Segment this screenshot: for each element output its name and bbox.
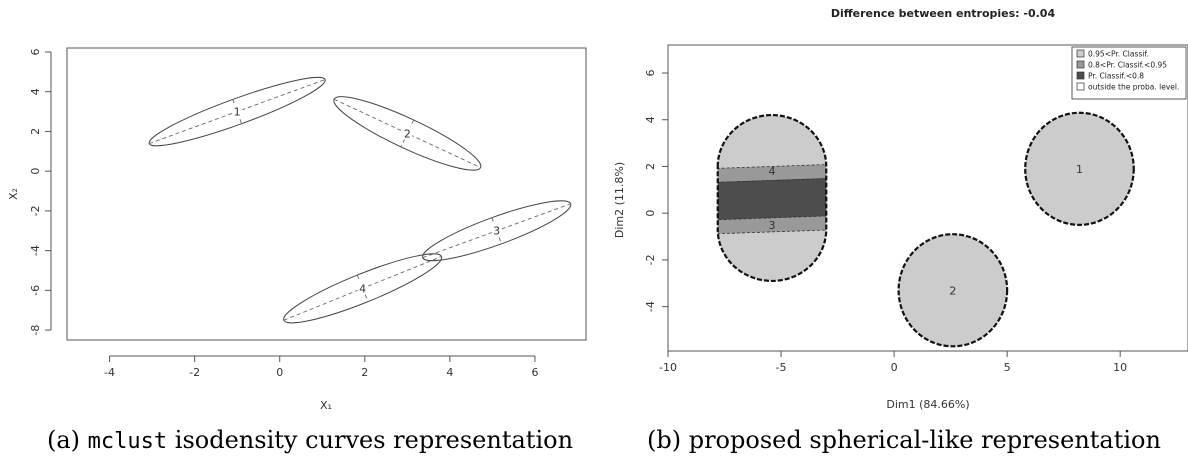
panel-a-y-tick-label: -2 xyxy=(29,205,42,216)
panel-a-plot-frame xyxy=(66,47,587,341)
panel-a-ellipse-label: 1 xyxy=(234,106,241,119)
legend-label: outside the proba. level. xyxy=(1088,83,1179,92)
panel-b-x-axis: -10 -5 0 5 10 xyxy=(659,351,1127,374)
panel-b-x-tick-label: -5 xyxy=(776,361,787,374)
panel-b-y-tick-label: 4 xyxy=(644,116,657,123)
legend-swatch xyxy=(1076,71,1085,80)
panel-a-x-tick-label: 6 xyxy=(531,366,538,379)
panel-b-x-label: Dim1 (84.66%) xyxy=(886,398,969,411)
panel-b-y-tick-label: -4 xyxy=(644,301,657,312)
cluster-circle xyxy=(897,233,1009,348)
legend-entry: 0.8<Pr. Classif.<0.95 xyxy=(1076,60,1167,70)
panel-a-y-tick-label: -8 xyxy=(29,325,42,336)
caption-a-prefix: (a) xyxy=(47,426,88,454)
legend-swatch xyxy=(1076,82,1085,91)
merged-cluster-bands xyxy=(717,163,827,235)
cluster-circle xyxy=(1024,111,1135,226)
legend-label: Pr. Classif.<0.8 xyxy=(1088,72,1144,81)
legend-swatch xyxy=(1076,49,1085,58)
panel-b-title: Difference between entropies: -0.04 xyxy=(831,7,1056,20)
legend-label: 0.95<Pr. Classif. xyxy=(1088,50,1149,59)
panel-a-x-tick-label: -4 xyxy=(104,366,115,379)
panel-a-y-tick-label: 6 xyxy=(29,48,42,55)
caption-a: (a) mclust isodensity curves representat… xyxy=(47,426,573,454)
panel-b-y-tick-label: 2 xyxy=(644,163,657,170)
panel-b-cluster-label: 4 xyxy=(769,165,776,178)
merged-cluster-outline xyxy=(716,113,828,283)
legend-entry: 0.95<Pr. Classif. xyxy=(1076,49,1149,59)
legend-entry: outside the proba. level. xyxy=(1076,82,1179,92)
panel-b-legend: 0.95<Pr. Classif. 0.8<Pr. Classif.<0.95 Pr… xyxy=(1071,46,1187,100)
panel-a-y-tick-label: -4 xyxy=(29,245,42,256)
panel-a-ellipses: 1 2 3 4 xyxy=(148,76,572,324)
panel-b-y-axis: -4 -2 0 2 4 6 xyxy=(644,70,668,312)
panel-a-y-axis: -8 -6 -4 -2 0 2 4 6 xyxy=(29,48,52,336)
panel-a-y-label: X₂ xyxy=(7,188,20,200)
panel-b-cluster-label: 1 xyxy=(1076,163,1083,176)
panel-b-y-label: Dim2 (11.8%) xyxy=(613,162,626,238)
classification-band xyxy=(717,177,827,221)
panel-a-x-axis: -4 -2 0 2 4 6 xyxy=(104,355,538,379)
ellipse-label-bg xyxy=(491,223,502,237)
panel-b-x-tick-label: 10 xyxy=(1113,361,1127,374)
panel-b-cluster-label: 3 xyxy=(769,219,776,232)
panel-b-y-tick-label: 0 xyxy=(644,210,657,217)
legend-label: 0.8<Pr. Classif.<0.95 xyxy=(1088,61,1167,70)
legend-box xyxy=(1071,46,1187,100)
ellipse-minor-axis xyxy=(232,99,243,124)
panel-a-ellipse-label: 3 xyxy=(493,225,500,238)
panel-a-chart: -4 -2 0 2 4 6 -8 -6 -4 -2 0 2 4 6 1 2 3 4 X₁ X₂ xyxy=(7,47,587,412)
classification-band xyxy=(717,214,827,235)
panel-a-y-tick-label: -6 xyxy=(29,285,42,296)
panel-b-x-tick-label: 0 xyxy=(891,361,898,374)
panel-a-y-tick-label: 2 xyxy=(29,128,42,135)
ellipse-minor-axis xyxy=(491,217,502,244)
panel-a-x-tick-label: 4 xyxy=(446,366,453,379)
panel-b-merged-cluster: 43 xyxy=(716,113,828,283)
ellipse-label-bg xyxy=(232,104,243,118)
caption-a-text: isodensity curves representation xyxy=(167,426,574,454)
panel-b-cluster-label: 2 xyxy=(949,284,956,297)
panel-a-x-tick-label: 2 xyxy=(361,366,368,379)
panel-a-x-label: X₁ xyxy=(320,399,332,412)
panel-b-y-tick-label: -2 xyxy=(644,254,657,265)
legend-entry: Pr. Classif.<0.8 xyxy=(1076,71,1144,81)
panel-a-ellipse-label: 2 xyxy=(404,127,411,140)
panel-b-x-tick-label: 5 xyxy=(1004,361,1011,374)
panel-a-ellipse-label: 4 xyxy=(359,282,366,295)
caption-a-code: mclust xyxy=(87,429,168,454)
panel-b-chart: Difference between entropies: -0.04 -10-… xyxy=(613,7,1188,411)
panel-a-x-tick-label: 0 xyxy=(276,366,283,379)
panel-a-y-tick-label: 4 xyxy=(29,88,42,95)
panel-a-y-tick-label: 0 xyxy=(29,168,42,175)
panel-a-x-tick-label: -2 xyxy=(189,366,200,379)
caption-b: (b) proposed spherical-like representati… xyxy=(647,426,1161,454)
panel-b-x-tick-label: -10 xyxy=(659,361,677,374)
legend-swatch xyxy=(1076,60,1085,69)
panel-b-cluster-2: 2 xyxy=(897,233,1009,348)
panel-b-y-tick-label: 6 xyxy=(644,70,657,77)
ellipse-label-bg xyxy=(357,281,368,295)
panel-b-cluster-1: 1 xyxy=(1024,111,1135,226)
ellipse-label-bg xyxy=(402,126,413,140)
panel-b-plot-frame xyxy=(667,44,1188,352)
